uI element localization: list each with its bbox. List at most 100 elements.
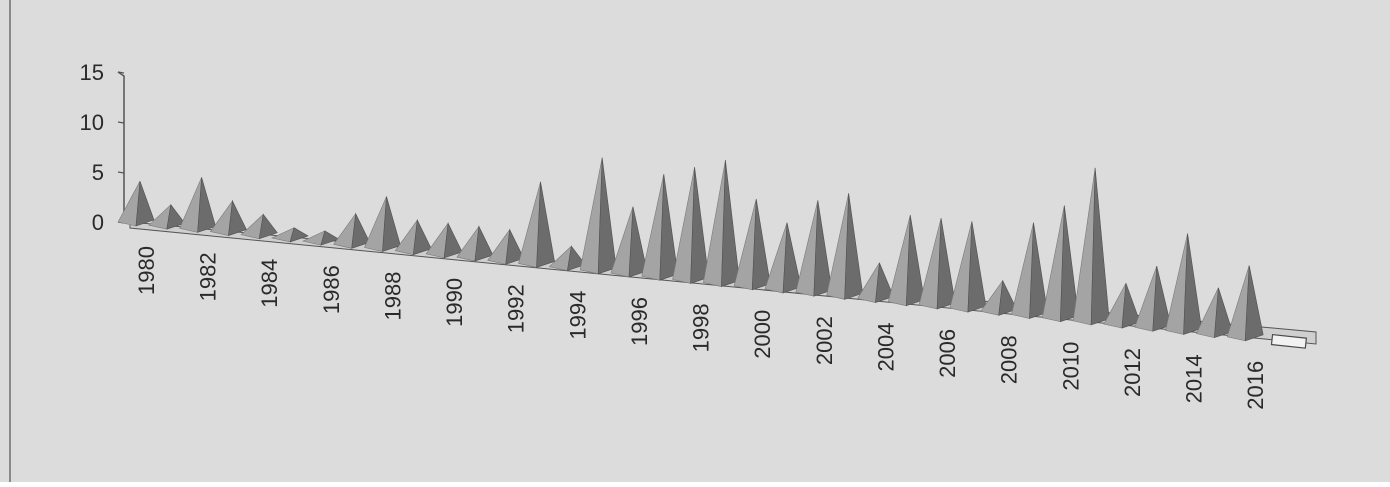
x-tick-label: 2000 [750, 310, 775, 359]
pyramid-bar-1989 [394, 218, 432, 256]
pyramid-face-right [1090, 167, 1110, 326]
pyramid-face-right [382, 196, 401, 252]
pyramid-face-right [936, 218, 956, 310]
pyramid-bar-1992 [487, 228, 525, 265]
pyramid-face-right [197, 177, 216, 233]
pyramid-bar-2016 [1226, 265, 1264, 342]
pyramid-face-right [690, 167, 709, 284]
x-tick-label: 2004 [873, 323, 898, 372]
pyramid-bar-1982 [179, 177, 216, 233]
pyramid-face-right [166, 204, 186, 230]
pyramid-bar-2011 [1072, 167, 1110, 326]
pyramid-bar-1995 [579, 157, 617, 275]
x-tick-label: 1998 [689, 303, 714, 352]
x-tick-label: 2014 [1182, 354, 1207, 403]
x-tick-label: 2016 [1243, 361, 1268, 410]
x-tick-label: 2002 [812, 316, 837, 365]
pyramid-bar-2002 [795, 200, 833, 297]
x-tick-label: 1980 [134, 246, 159, 295]
pyramid-face-right [1029, 222, 1048, 319]
pyramid-bar-1999 [703, 160, 740, 288]
pyramid-face-right [289, 227, 309, 243]
pyramid-bar-1981 [148, 203, 186, 230]
x-tick-label: 1986 [319, 265, 344, 314]
pyramid-face-right [844, 193, 863, 300]
pyramid-face-right [1121, 283, 1141, 329]
x-tick-label: 1994 [565, 291, 590, 340]
x-tick-label: 2012 [1120, 348, 1145, 397]
pyramid-face-right [135, 181, 155, 227]
pyramid-face-right [412, 219, 432, 256]
pyramid-bar-1986 [301, 230, 340, 246]
y-tick-mark [117, 171, 125, 174]
pyramid-bar-1984 [240, 213, 278, 240]
pyramid-face-right [1244, 265, 1264, 342]
x-tick-label: 2008 [997, 335, 1022, 384]
pyramid-face-right [351, 212, 371, 249]
x-tick-label: 1996 [627, 297, 652, 346]
pyramid-face-right [998, 279, 1018, 316]
pyramid-bar-1988 [364, 196, 401, 252]
pyramid-bar-1980 [117, 181, 155, 227]
pyramid-face-right [536, 181, 555, 268]
pyramid-bar-2007 [949, 221, 987, 313]
pyramid-face-right [1183, 233, 1202, 335]
x-tick-label: 1988 [380, 272, 405, 321]
pyramid-face-right [566, 245, 586, 272]
pyramid-bar-1996 [610, 206, 648, 278]
pyramid-empty-base [1270, 333, 1308, 349]
x-tick-label: 1992 [504, 284, 529, 333]
y-tick-label: 10 [80, 110, 104, 135]
pyramid-bar-2005 [887, 214, 925, 307]
pyramid-bar-1983 [209, 199, 247, 237]
pyramid-bar-2015 [1195, 287, 1233, 339]
pyramid-bar-1990 [425, 222, 463, 259]
pyramid-bar-2010 [1041, 205, 1079, 323]
pyramid-face-right [228, 199, 247, 237]
pyramid-face-right [1214, 287, 1233, 339]
pyramid-face-right [320, 230, 340, 246]
pyramid-face-right [659, 174, 679, 281]
y-tick-label: 5 [92, 160, 104, 185]
pyramid-face-right [813, 200, 833, 297]
pyramid-bar-2000 [733, 199, 771, 291]
pyramid-face-right [443, 222, 463, 259]
pyramid-bar-2013 [1134, 265, 1172, 332]
pyramid-bar-1985 [271, 227, 309, 243]
pyramid-bar-1998 [672, 167, 709, 284]
x-tick-label: 2010 [1058, 342, 1083, 391]
x-tick-label: 1984 [257, 259, 282, 308]
pyramid-face-right [875, 262, 894, 303]
pyramid-face-right [258, 213, 278, 240]
pyramid-bar-1991 [456, 225, 494, 262]
pyramid-bar-2003 [826, 193, 863, 300]
x-tick-label: 1990 [442, 278, 467, 327]
pyramid-face-right [628, 206, 648, 278]
pyramid-face-right [474, 225, 494, 262]
x-tick-label: 1982 [196, 252, 221, 301]
pyramid-face-right [751, 199, 771, 291]
pyramid-face-right [905, 214, 925, 307]
pyramid-bar-2006 [918, 218, 956, 310]
y-tick-label: 15 [80, 60, 104, 85]
pyramid-bar-1994 [548, 245, 586, 272]
pyramid-bar-2008 [980, 279, 1018, 316]
pyramid-bar-2001 [764, 222, 802, 294]
y-tick-mark [117, 121, 125, 124]
x-tick-label: 2006 [935, 329, 960, 378]
pyramid-face-right [721, 160, 740, 288]
pyramid-bar-1987 [333, 212, 371, 249]
pyramid-face-right [505, 228, 525, 265]
pyramid-bar-1993 [518, 181, 555, 268]
pyramid-face-right [1060, 205, 1079, 323]
pyramid-face-right [1152, 265, 1172, 332]
y-tick-mark [117, 71, 125, 74]
pyramid-bar-1997 [641, 174, 679, 281]
pyramid-bar-2014 [1165, 233, 1202, 335]
pyramid-bar-2012 [1103, 283, 1141, 329]
pyramid-bar-2004 [856, 262, 894, 303]
pyramid-bar-2009 [1011, 222, 1048, 319]
axis-tick-labels: 0 5 10 15 1980 1982 1984 1986 1988 1990 1992 1994 19… [80, 60, 1269, 410]
